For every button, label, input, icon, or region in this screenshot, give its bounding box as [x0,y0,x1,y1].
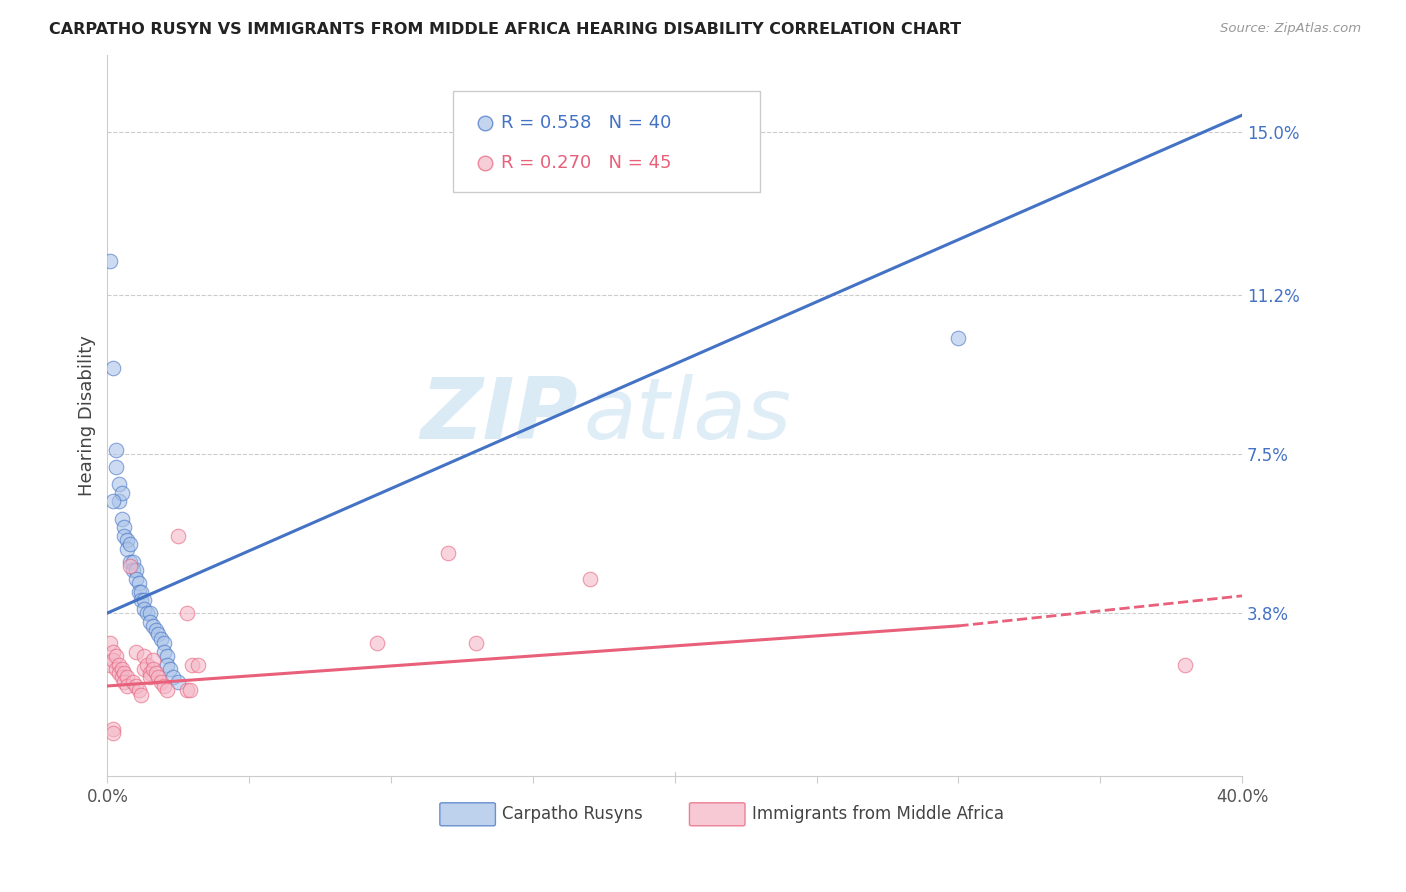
Point [179,683,201,698]
Point [167,529,190,543]
Point [150,674,173,689]
Point [148,670,170,684]
FancyBboxPatch shape [440,803,495,826]
Point [122,563,145,577]
Text: Carpatho Rusyns: Carpatho Rusyns [502,805,643,822]
Point [366,636,388,650]
Point [145,666,167,681]
Point [110,662,132,676]
Point [112,666,135,681]
Point [98,636,121,650]
Point [125,645,148,659]
Point [465,636,488,650]
Point [101,722,124,736]
Text: R = 0.558   N = 40: R = 0.558 N = 40 [501,113,672,132]
Point [98,254,121,268]
Text: Immigrants from Middle Africa: Immigrants from Middle Africa [752,805,1004,822]
Point [101,361,124,376]
Point [153,645,176,659]
Point [125,563,148,577]
Point [104,662,127,676]
Point [115,670,138,684]
Point [104,442,127,457]
Point [139,606,162,620]
Y-axis label: Hearing Disability: Hearing Disability [79,335,96,496]
Point [139,666,162,681]
Point [125,572,148,586]
Point [142,662,165,676]
Point [142,619,165,633]
Point [156,648,179,663]
Point [578,572,600,586]
FancyBboxPatch shape [689,803,745,826]
Point [948,331,970,345]
Point [110,670,132,684]
Point [139,615,162,629]
Point [112,529,135,543]
Point [110,486,132,500]
Point [153,636,176,650]
Point [131,688,153,702]
Point [148,627,170,641]
Point [159,662,181,676]
Point [156,657,179,672]
Text: Source: ZipAtlas.com: Source: ZipAtlas.com [1220,22,1361,36]
Point [122,674,145,689]
Point [115,541,138,556]
Point [134,601,156,615]
Point [134,662,156,676]
Point [1174,657,1197,672]
Point [120,558,142,573]
Point [98,657,121,672]
Text: R = 0.270   N = 45: R = 0.270 N = 45 [501,154,672,172]
Point [110,511,132,525]
Point [156,683,179,698]
Point [107,666,129,681]
Point [187,657,209,672]
FancyBboxPatch shape [454,91,759,192]
Point [120,537,142,551]
Point [134,593,156,607]
Point [104,648,127,663]
Point [101,494,124,508]
Point [101,653,124,667]
Text: CARPATHO RUSYN VS IMMIGRANTS FROM MIDDLE AFRICA HEARING DISABILITY CORRELATION C: CARPATHO RUSYN VS IMMIGRANTS FROM MIDDLE… [49,22,962,37]
Point [122,555,145,569]
Point [153,679,176,693]
Point [101,726,124,740]
Text: atlas: atlas [583,374,792,457]
Point [142,653,165,667]
Point [101,645,124,659]
Point [131,593,153,607]
Point [107,477,129,491]
Point [128,576,150,591]
Point [120,555,142,569]
Point [115,679,138,693]
Point [176,683,198,698]
Point [436,546,458,560]
Point [162,670,184,684]
Point [167,674,190,689]
Point [131,584,153,599]
Point [134,648,156,663]
Text: ZIP: ZIP [420,374,578,457]
Point [104,460,127,475]
Point [125,679,148,693]
Point [115,533,138,547]
Point [139,670,162,684]
Point [181,657,204,672]
Point [107,657,129,672]
Point [145,623,167,637]
Point [112,520,135,534]
Point [136,606,159,620]
Point [128,584,150,599]
Point [107,494,129,508]
Point [112,674,135,689]
Point [176,606,198,620]
Point [150,632,173,646]
Point [128,683,150,698]
Point [136,657,159,672]
